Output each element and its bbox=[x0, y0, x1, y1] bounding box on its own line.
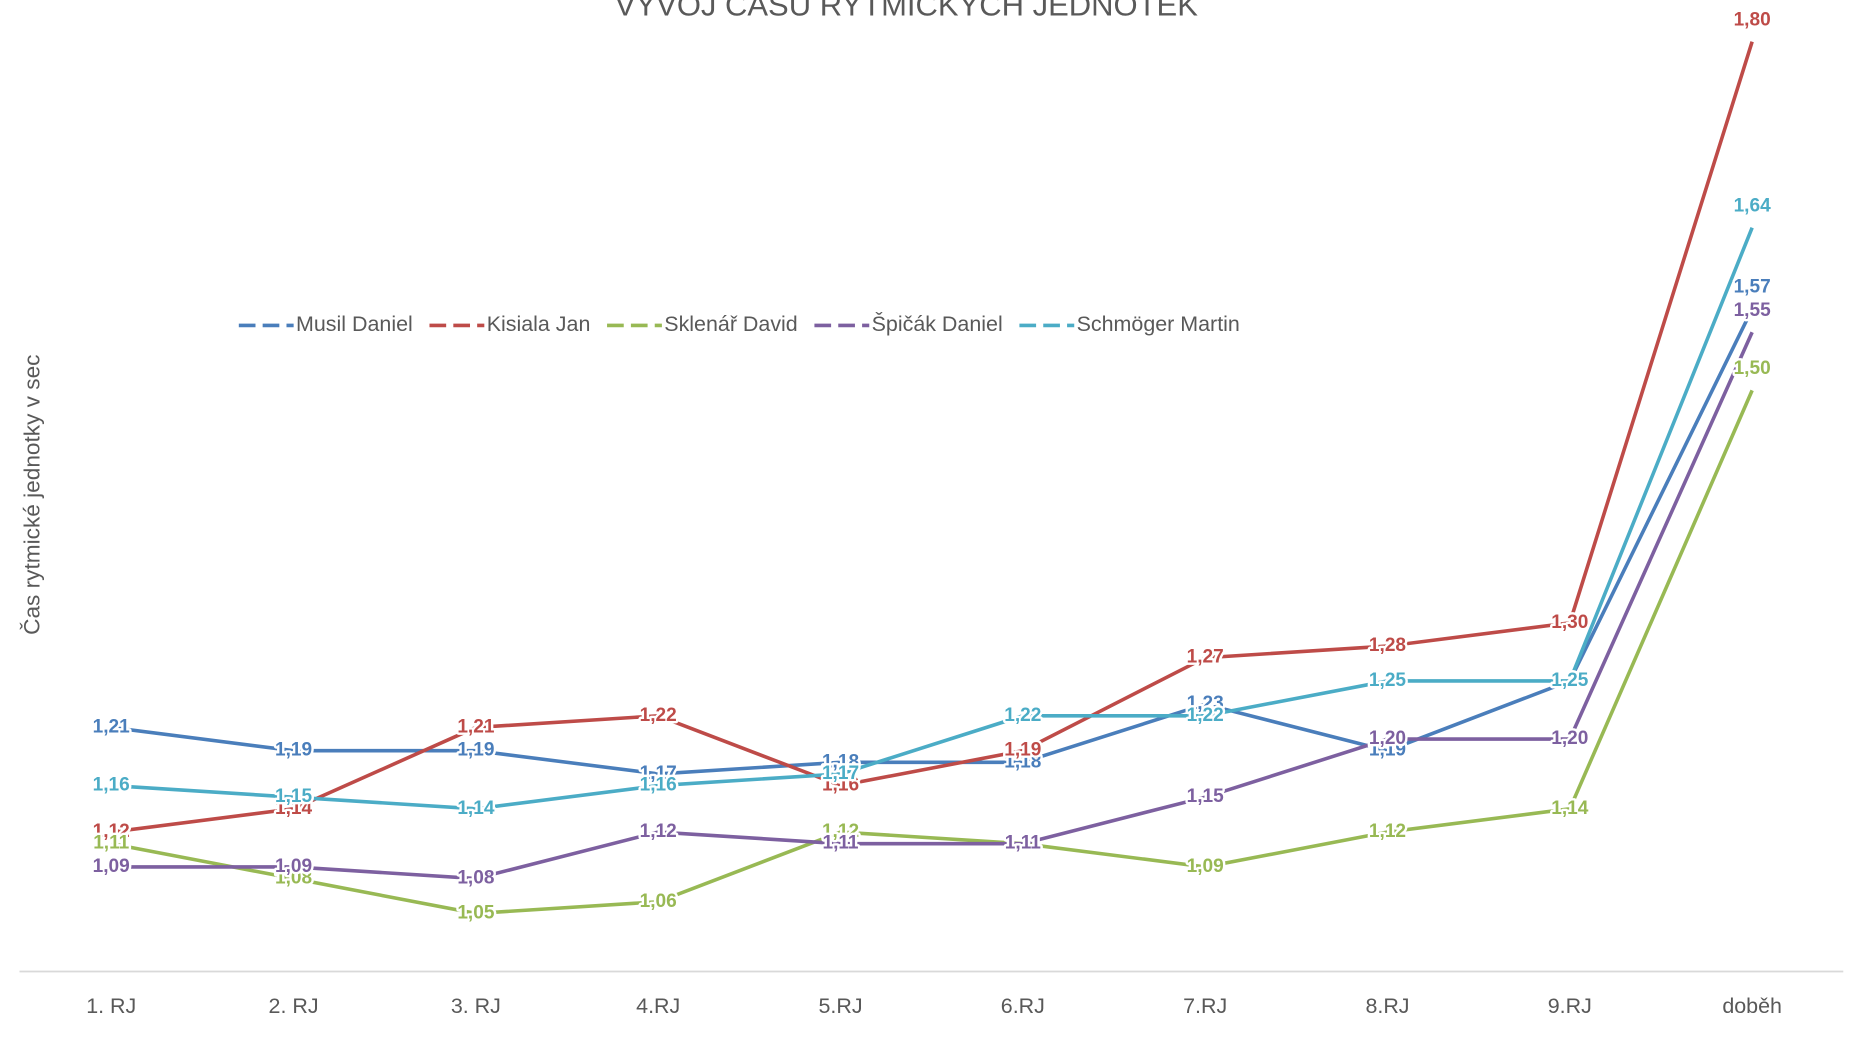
data-label: 1,05 bbox=[457, 902, 494, 923]
series-line bbox=[111, 331, 1754, 881]
data-label: 1,21 bbox=[457, 716, 494, 737]
data-label: 1,11 bbox=[93, 833, 129, 854]
series-line bbox=[111, 41, 1754, 834]
data-label: 1,19 bbox=[457, 740, 494, 761]
data-label: 1,17 bbox=[640, 763, 677, 784]
data-label: 1,19 bbox=[275, 740, 312, 761]
x-tick-label: 4.RJ bbox=[636, 994, 680, 1018]
data-label: 1,12 bbox=[822, 821, 859, 842]
data-label: 1,28 bbox=[1369, 635, 1406, 656]
legend-label: Kisiala Jan bbox=[487, 312, 591, 336]
legend-label: Musil Daniel bbox=[296, 312, 413, 336]
data-label: 1,57 bbox=[1734, 277, 1771, 298]
data-label: 1,25 bbox=[1551, 670, 1588, 691]
series-line bbox=[111, 308, 1754, 776]
data-label: 1,14 bbox=[1551, 798, 1588, 819]
data-label: 1,50 bbox=[1734, 358, 1771, 379]
x-tick-label: 3. RJ bbox=[451, 994, 501, 1018]
data-label: 1,20 bbox=[1369, 728, 1406, 749]
legend-label: Špičák Daniel bbox=[872, 311, 1003, 336]
data-label: 1,18 bbox=[1004, 751, 1041, 772]
data-label: 1,14 bbox=[275, 798, 312, 819]
data-label: 1,20 bbox=[1551, 728, 1588, 749]
data-label: 1,25 bbox=[1369, 670, 1406, 691]
x-tick-label: 1. RJ bbox=[86, 994, 136, 1018]
x-tick-label: 5.RJ bbox=[818, 994, 862, 1018]
x-tick-label: 8.RJ bbox=[1365, 994, 1409, 1018]
data-label: 1,16 bbox=[822, 775, 859, 796]
data-label: 1,23 bbox=[1187, 693, 1224, 714]
data-label: 1,12 bbox=[93, 821, 130, 842]
x-tick-label: 9.RJ bbox=[1548, 994, 1592, 1018]
series-line bbox=[110, 389, 1754, 916]
data-label: 1,17 bbox=[822, 763, 859, 784]
data-label: 1,16 bbox=[93, 775, 130, 796]
x-tick-label: 2. RJ bbox=[269, 994, 319, 1018]
data-label: 1,06 bbox=[640, 891, 677, 912]
data-label: 1,15 bbox=[1187, 786, 1224, 807]
chart-title: VÝVOJ ČASU RYTMICKÝCH JEDNOTEK bbox=[615, 0, 1198, 22]
data-label: 1,21 bbox=[93, 716, 130, 737]
data-label: 1,08 bbox=[275, 868, 312, 889]
data-label: 1,64 bbox=[1734, 195, 1771, 216]
data-label: 1,30 bbox=[1551, 612, 1588, 633]
data-label: 1,19 bbox=[1369, 740, 1406, 761]
x-tick-label: 6.RJ bbox=[1001, 994, 1045, 1018]
series-line bbox=[111, 227, 1754, 811]
data-label: 1,27 bbox=[1187, 647, 1224, 668]
data-label: 1,11 bbox=[822, 833, 858, 854]
data-label: 1,55 bbox=[1734, 300, 1771, 321]
x-tick-label: 7.RJ bbox=[1183, 994, 1227, 1018]
data-label: 1,80 bbox=[1734, 9, 1771, 30]
data-label: 1,11 bbox=[1005, 833, 1041, 854]
data-label: 1,12 bbox=[1369, 821, 1406, 842]
data-label: 1,16 bbox=[640, 775, 677, 796]
data-label: 1,18 bbox=[822, 751, 859, 772]
data-label: 1,09 bbox=[1187, 856, 1224, 877]
legend-label: Sklenář David bbox=[664, 312, 797, 336]
data-label: 1,11 bbox=[1005, 833, 1041, 854]
data-label: 1,22 bbox=[1004, 705, 1041, 726]
data-label: 1,14 bbox=[457, 798, 494, 819]
data-label: 1,08 bbox=[457, 868, 494, 889]
data-label: 1,22 bbox=[640, 705, 677, 726]
data-label: 1,22 bbox=[1187, 705, 1224, 726]
y-axis-label: Čas rytmické jednotky v sec bbox=[20, 355, 45, 635]
data-label: 1,12 bbox=[640, 821, 677, 842]
data-label: 1,15 bbox=[275, 786, 312, 807]
data-label: 1,09 bbox=[93, 856, 130, 877]
x-tick-label: doběh bbox=[1722, 994, 1782, 1018]
data-label: 1,19 bbox=[1004, 740, 1041, 761]
legend-label: Schmöger Martin bbox=[1077, 312, 1240, 336]
data-label: 1,25 bbox=[1551, 670, 1588, 691]
data-label: 1,09 bbox=[275, 856, 312, 877]
